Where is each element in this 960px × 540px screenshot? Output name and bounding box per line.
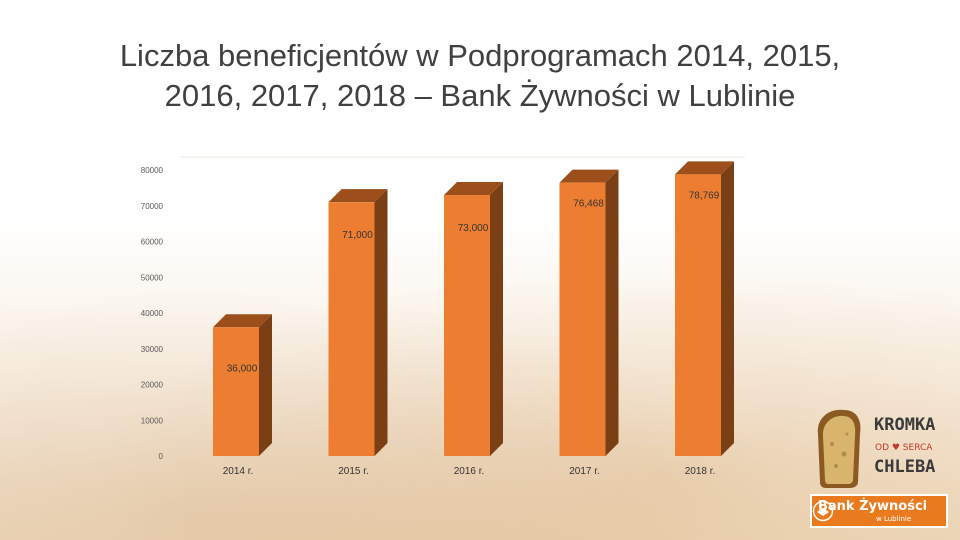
y-tick-label: 50000 [141, 273, 164, 282]
bar-2015 [328, 189, 388, 457]
x-tick-label: 2018 r. [685, 466, 716, 477]
bar-top-face [675, 161, 734, 175]
y-tick-label: 40000 [141, 309, 164, 318]
slide-title: Liczba beneficjentów w Podprogramach 201… [40, 36, 920, 116]
data-label: 71,000 [342, 230, 373, 241]
kromka-od-serca-chleba-logo: KROMKA OD ♥ SERCA CHLEBA [812, 404, 948, 488]
bar-top-face [444, 182, 503, 196]
kromka-logo-text-1: KROMKA [874, 415, 935, 435]
bar-side-face [490, 182, 503, 456]
x-tick-label: 2014 r. [223, 466, 254, 477]
y-tick-label: 60000 [141, 238, 164, 247]
y-tick-label: 30000 [141, 345, 164, 354]
bank-logo-name: Bank Żywności [818, 499, 928, 514]
data-label: 36,000 [227, 363, 258, 374]
bar-front-face [444, 195, 490, 456]
bar-2016 [444, 182, 503, 456]
bread-slice-icon [817, 409, 861, 488]
y-tick-label: 10000 [141, 416, 164, 425]
bar-front-face [675, 174, 721, 456]
bar-top-face [328, 189, 388, 203]
slide-title-line-2: 2016, 2017, 2018 – Bank Żywności w Lubli… [164, 78, 796, 113]
data-label: 78,769 [689, 190, 720, 201]
bar-2014 [213, 314, 272, 456]
bar-top-face [559, 169, 619, 183]
bank-emblem-icon [812, 500, 834, 522]
kromka-logo-text-3: CHLEBA [874, 457, 935, 477]
bank-zywnosci-logo: Bank Żywności w Lublinie [810, 494, 948, 528]
kromka-logo-text-2: OD ♥ SERCA [875, 443, 933, 453]
bar-front-face [328, 202, 375, 456]
bar-front-face [559, 182, 606, 457]
bar-2018 [675, 161, 734, 456]
x-tick-label: 2017 r. [569, 466, 600, 477]
y-tick-label: 70000 [141, 202, 164, 211]
bank-logo-city: w Lublinie [876, 515, 912, 523]
data-label: 73,000 [458, 223, 489, 234]
bar-2017 [559, 169, 619, 457]
y-tick-label: 0 [159, 452, 164, 461]
y-tick-label: 20000 [141, 381, 164, 390]
slide-title-line-1: Liczba beneficjentów w Podprogramach 201… [119, 38, 841, 73]
x-tick-label: 2016 r. [454, 466, 485, 477]
bar-side-face [374, 189, 388, 457]
bar-side-face [259, 314, 272, 456]
y-tick-label: 80000 [141, 166, 164, 175]
bar-front-face [213, 327, 259, 456]
bar-side-face [721, 161, 734, 456]
bar-side-face [605, 169, 619, 457]
data-label: 76,468 [573, 199, 604, 210]
x-tick-label: 2015 r. [338, 466, 369, 477]
bar-top-face [213, 314, 272, 328]
